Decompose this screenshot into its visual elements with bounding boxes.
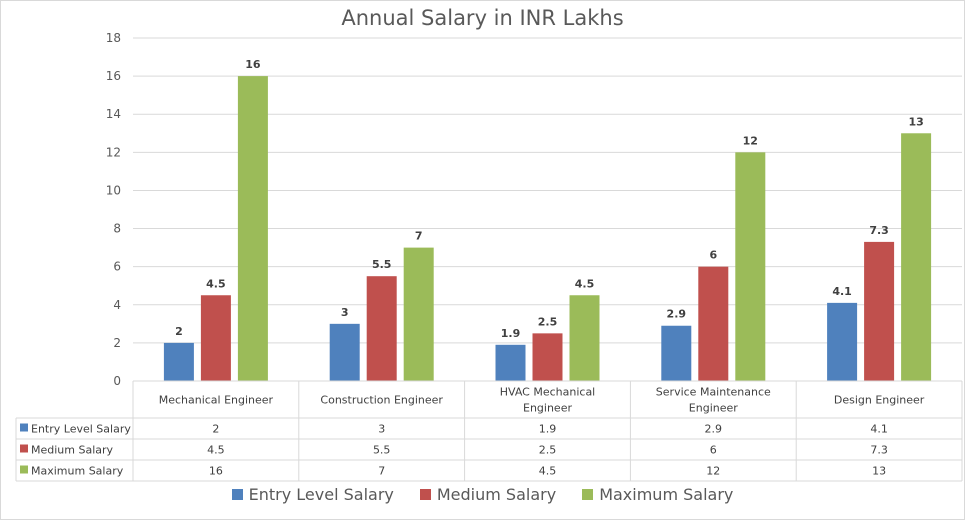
legend-label-medium: Medium Salary (436, 485, 557, 504)
table-legend-key (20, 465, 28, 474)
y-tick-label: 18 (106, 31, 121, 45)
bar (569, 295, 600, 381)
data-label: 1.9 (501, 327, 521, 340)
y-tick-label: 2 (113, 336, 121, 350)
bar (200, 295, 231, 381)
legend-item-maximum: Maximum Salary (582, 485, 733, 504)
category-label: Engineer (689, 402, 738, 415)
y-tick-label: 12 (106, 145, 121, 159)
bar (329, 323, 360, 381)
category-label: Service Maintenance (656, 386, 771, 399)
data-label: 4.5 (575, 277, 595, 290)
y-tick-label: 8 (113, 222, 121, 236)
table-cell: 13 (872, 465, 886, 478)
category-label: HVAC Mechanical (500, 386, 596, 399)
legend-swatch-medium (419, 489, 431, 500)
table-cell: 3 (378, 423, 385, 436)
bar (827, 302, 858, 381)
data-label: 7.3 (869, 224, 889, 237)
chart-title: Annual Salary in INR Lakhs (341, 6, 624, 30)
data-label: 3 (341, 306, 349, 319)
data-label: 4.5 (206, 277, 226, 290)
legend: Entry Level Salary Medium Salary Maximum… (0, 485, 965, 504)
table-legend-key (20, 423, 28, 432)
bar (163, 342, 194, 381)
table-legend-key (20, 444, 28, 453)
bar (661, 325, 692, 381)
table-cell: 1.9 (539, 423, 557, 436)
table-cell: 4.5 (539, 465, 557, 478)
data-label: 5.5 (372, 258, 392, 271)
table-cell: 2.9 (705, 423, 723, 436)
category-label: Construction Engineer (320, 394, 443, 407)
legend-swatch-maximum (582, 489, 594, 500)
table-cell: 4.5 (207, 444, 225, 457)
legend-item-medium: Medium Salary (419, 485, 557, 504)
table-cell: 7.3 (870, 444, 888, 457)
legend-item-entry: Entry Level Salary (231, 485, 394, 504)
y-tick-label: 10 (106, 183, 121, 197)
bar (901, 133, 932, 381)
bar (698, 266, 729, 381)
table-cell: 6 (710, 444, 717, 457)
table-cell: 2.5 (539, 444, 557, 457)
y-tick-label: 4 (113, 298, 121, 312)
table-cell: 7 (378, 465, 385, 478)
table-row-label: Entry Level Salary (31, 423, 131, 436)
bar (366, 276, 397, 381)
table-cell: 5.5 (373, 444, 391, 457)
category-label: Design Engineer (834, 394, 925, 407)
table-cell: 4.1 (870, 423, 888, 436)
table-row-label: Medium Salary (31, 444, 114, 457)
table-cell: 2 (212, 423, 219, 436)
data-label: 2.9 (667, 308, 687, 321)
bar (532, 333, 563, 381)
legend-swatch-entry (231, 489, 243, 500)
legend-label-maximum: Maximum Salary (599, 485, 734, 504)
bar (403, 247, 434, 381)
bar (237, 76, 268, 381)
bar (735, 152, 766, 381)
y-tick-label: 16 (106, 69, 121, 83)
y-tick-label: 0 (113, 374, 121, 388)
table-cell: 12 (706, 465, 720, 478)
bar (864, 241, 895, 381)
legend-label-entry: Entry Level Salary (248, 485, 394, 504)
data-label: 2 (175, 325, 183, 338)
y-tick-label: 6 (113, 260, 121, 274)
category-label: Mechanical Engineer (159, 394, 274, 407)
bar (495, 344, 526, 381)
category-label: Engineer (523, 402, 572, 415)
data-label: 4.1 (832, 285, 852, 298)
y-tick-label: 14 (106, 107, 121, 121)
data-label: 13 (908, 115, 923, 128)
table-cell: 16 (209, 465, 223, 478)
data-label: 16 (245, 58, 261, 71)
data-label: 12 (743, 134, 758, 147)
data-label: 2.5 (538, 315, 558, 328)
table-row-label: Maximum Salary (31, 465, 124, 478)
data-label: 7 (415, 230, 423, 243)
data-label: 6 (709, 249, 717, 262)
